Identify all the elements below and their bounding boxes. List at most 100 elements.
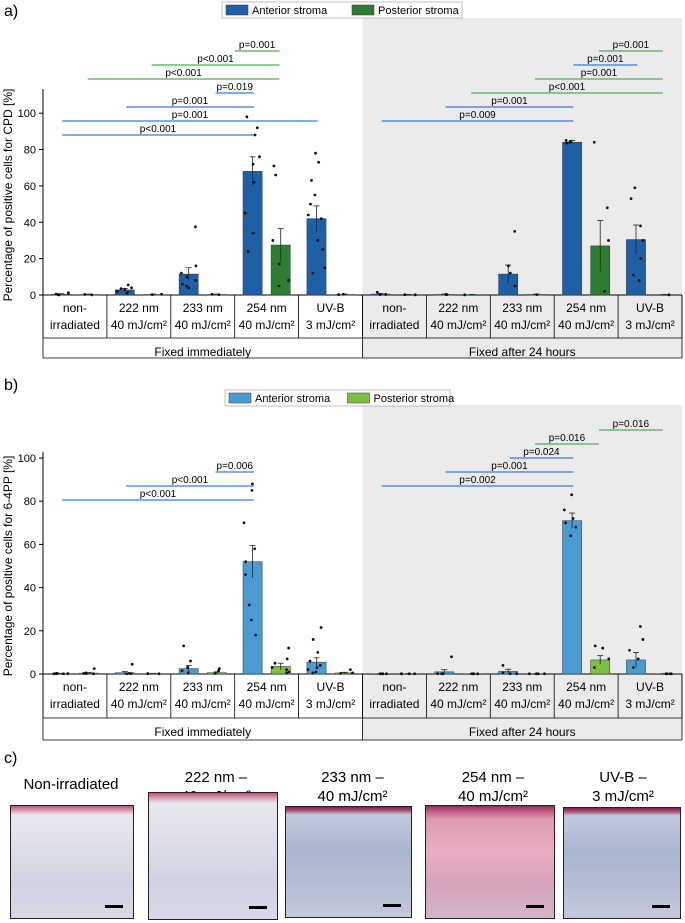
significance-label: p<0.001 xyxy=(549,82,586,93)
anterior-data-point xyxy=(641,239,645,242)
anterior-data-point xyxy=(564,139,568,142)
anterior-bar xyxy=(562,520,582,675)
anterior-data-point xyxy=(123,288,127,291)
anterior-data-point xyxy=(501,671,505,675)
scale-bar xyxy=(526,905,544,908)
micrograph-title-line2: 3 mJ/cm² xyxy=(592,788,654,805)
micrograph-title-line2: 40 mJ/cm² xyxy=(317,788,388,805)
y-tick-label: 100 xyxy=(18,453,36,465)
legend-label-anterior: Anterior stroma xyxy=(255,393,331,405)
anterior-data-point xyxy=(125,672,129,676)
posterior-data-point xyxy=(213,671,217,675)
y-tick-label: 0 xyxy=(30,669,36,681)
anterior-data-point xyxy=(126,290,130,294)
legend-box xyxy=(221,1,463,19)
anterior-data-point xyxy=(189,659,192,663)
legend-label-anterior: Anterior stroma xyxy=(252,5,328,17)
anterior-data-point xyxy=(244,573,247,577)
anterior-data-point xyxy=(251,162,255,166)
legend-label-posterior: Posterior stroma xyxy=(378,5,460,17)
anterior-data-point xyxy=(513,229,517,233)
y-tick-label: 0 xyxy=(30,290,36,302)
category-label-line2: 40 mJ/cm² xyxy=(111,697,167,711)
posterior-data-point xyxy=(348,668,352,672)
anterior-data-point xyxy=(571,517,575,520)
anterior-data-point xyxy=(574,525,578,529)
anterior-data-point xyxy=(253,133,257,137)
category-label-line1: 254 nm xyxy=(566,680,606,694)
anterior-data-point xyxy=(250,482,254,486)
micrograph-title-line2: 40 mJ/cm² xyxy=(457,788,528,805)
posterior-data-point xyxy=(664,672,668,676)
micrograph-title: 254 nm – 40 mJ/cm² xyxy=(427,768,559,806)
anterior-bar xyxy=(242,561,263,675)
micrograph-image xyxy=(148,792,278,920)
category-label-line2: irradiated xyxy=(369,318,419,332)
posterior-data-point xyxy=(601,646,605,650)
significance-label: p<0.001 xyxy=(140,489,177,500)
anterior-data-point xyxy=(318,663,322,667)
posterior-data-point xyxy=(83,293,87,296)
anterior-data-point xyxy=(250,489,254,492)
anterior-data-point xyxy=(385,672,388,676)
category-label-line2: 40 mJ/cm² xyxy=(430,697,486,711)
posterior-data-point xyxy=(593,644,597,648)
anterior-data-point xyxy=(315,666,319,669)
category-label-line2: 3 mJ/cm² xyxy=(625,318,674,332)
significance-label: p=0.019 xyxy=(216,82,253,93)
anterior-data-point xyxy=(637,279,641,282)
anterior-data-point xyxy=(54,672,58,675)
posterior-data-point xyxy=(285,657,289,661)
anterior-data-point xyxy=(66,672,70,675)
posterior-data-point xyxy=(285,668,289,672)
anterior-data-point xyxy=(306,668,310,672)
significance-label: p=0.001 xyxy=(172,110,209,121)
anterior-data-point xyxy=(436,672,439,676)
posterior-data-point xyxy=(157,672,161,676)
significance-label: p=0.016 xyxy=(613,419,650,430)
anterior-data-point xyxy=(311,271,315,275)
anterior-data-point xyxy=(323,266,327,270)
category-label-line2: 40 mJ/cm² xyxy=(494,697,550,711)
anterior-data-point xyxy=(515,672,519,676)
micrograph-image xyxy=(425,805,555,919)
anterior-bar xyxy=(562,142,582,296)
anterior-data-point xyxy=(308,659,312,663)
category-label-line2: 40 mJ/cm² xyxy=(239,697,295,711)
anterior-data-point xyxy=(185,284,188,288)
category-label-line1: non- xyxy=(63,301,87,315)
category-label-line1: 233 nm xyxy=(502,301,542,315)
significance-label: p=0.016 xyxy=(549,433,586,444)
micrograph-title-line1: Non-irradiated xyxy=(23,776,119,793)
category-label-line1: 233 nm xyxy=(183,301,223,315)
posterior-data-point xyxy=(217,669,220,673)
legend-box xyxy=(224,389,451,407)
anterior-data-point xyxy=(250,618,253,622)
legend-swatch-posterior xyxy=(351,4,375,16)
panel-b-label: b) xyxy=(4,377,19,394)
anterior-data-point xyxy=(317,160,321,164)
posterior-data-point xyxy=(528,672,531,676)
category-label-line1: 254 nm xyxy=(566,301,606,315)
posterior-data-point xyxy=(287,646,291,650)
anterior-data-point xyxy=(641,638,645,641)
anterior-data-point xyxy=(194,225,197,229)
posterior-data-point xyxy=(270,666,274,669)
anterior-data-point xyxy=(52,672,56,676)
category-label-line2: 40 mJ/cm² xyxy=(494,318,550,332)
category-label-line2: 40 mJ/cm² xyxy=(558,318,614,332)
posterior-data-point xyxy=(277,284,281,288)
significance-label: p=0.002 xyxy=(459,475,496,486)
anterior-data-point xyxy=(242,521,246,525)
anterior-data-point xyxy=(636,657,640,661)
category-label-line2: 40 mJ/cm² xyxy=(558,697,614,711)
posterior-data-point xyxy=(403,293,407,297)
micrograph-title-line1: 233 nm – xyxy=(321,769,384,786)
anterior-data-point xyxy=(252,180,256,184)
anterior-data-point xyxy=(508,672,512,676)
panel-a-label: a) xyxy=(4,3,19,20)
anterior-data-point xyxy=(185,275,189,279)
anterior-data-point xyxy=(119,287,123,291)
anterior-data-point xyxy=(251,231,255,235)
